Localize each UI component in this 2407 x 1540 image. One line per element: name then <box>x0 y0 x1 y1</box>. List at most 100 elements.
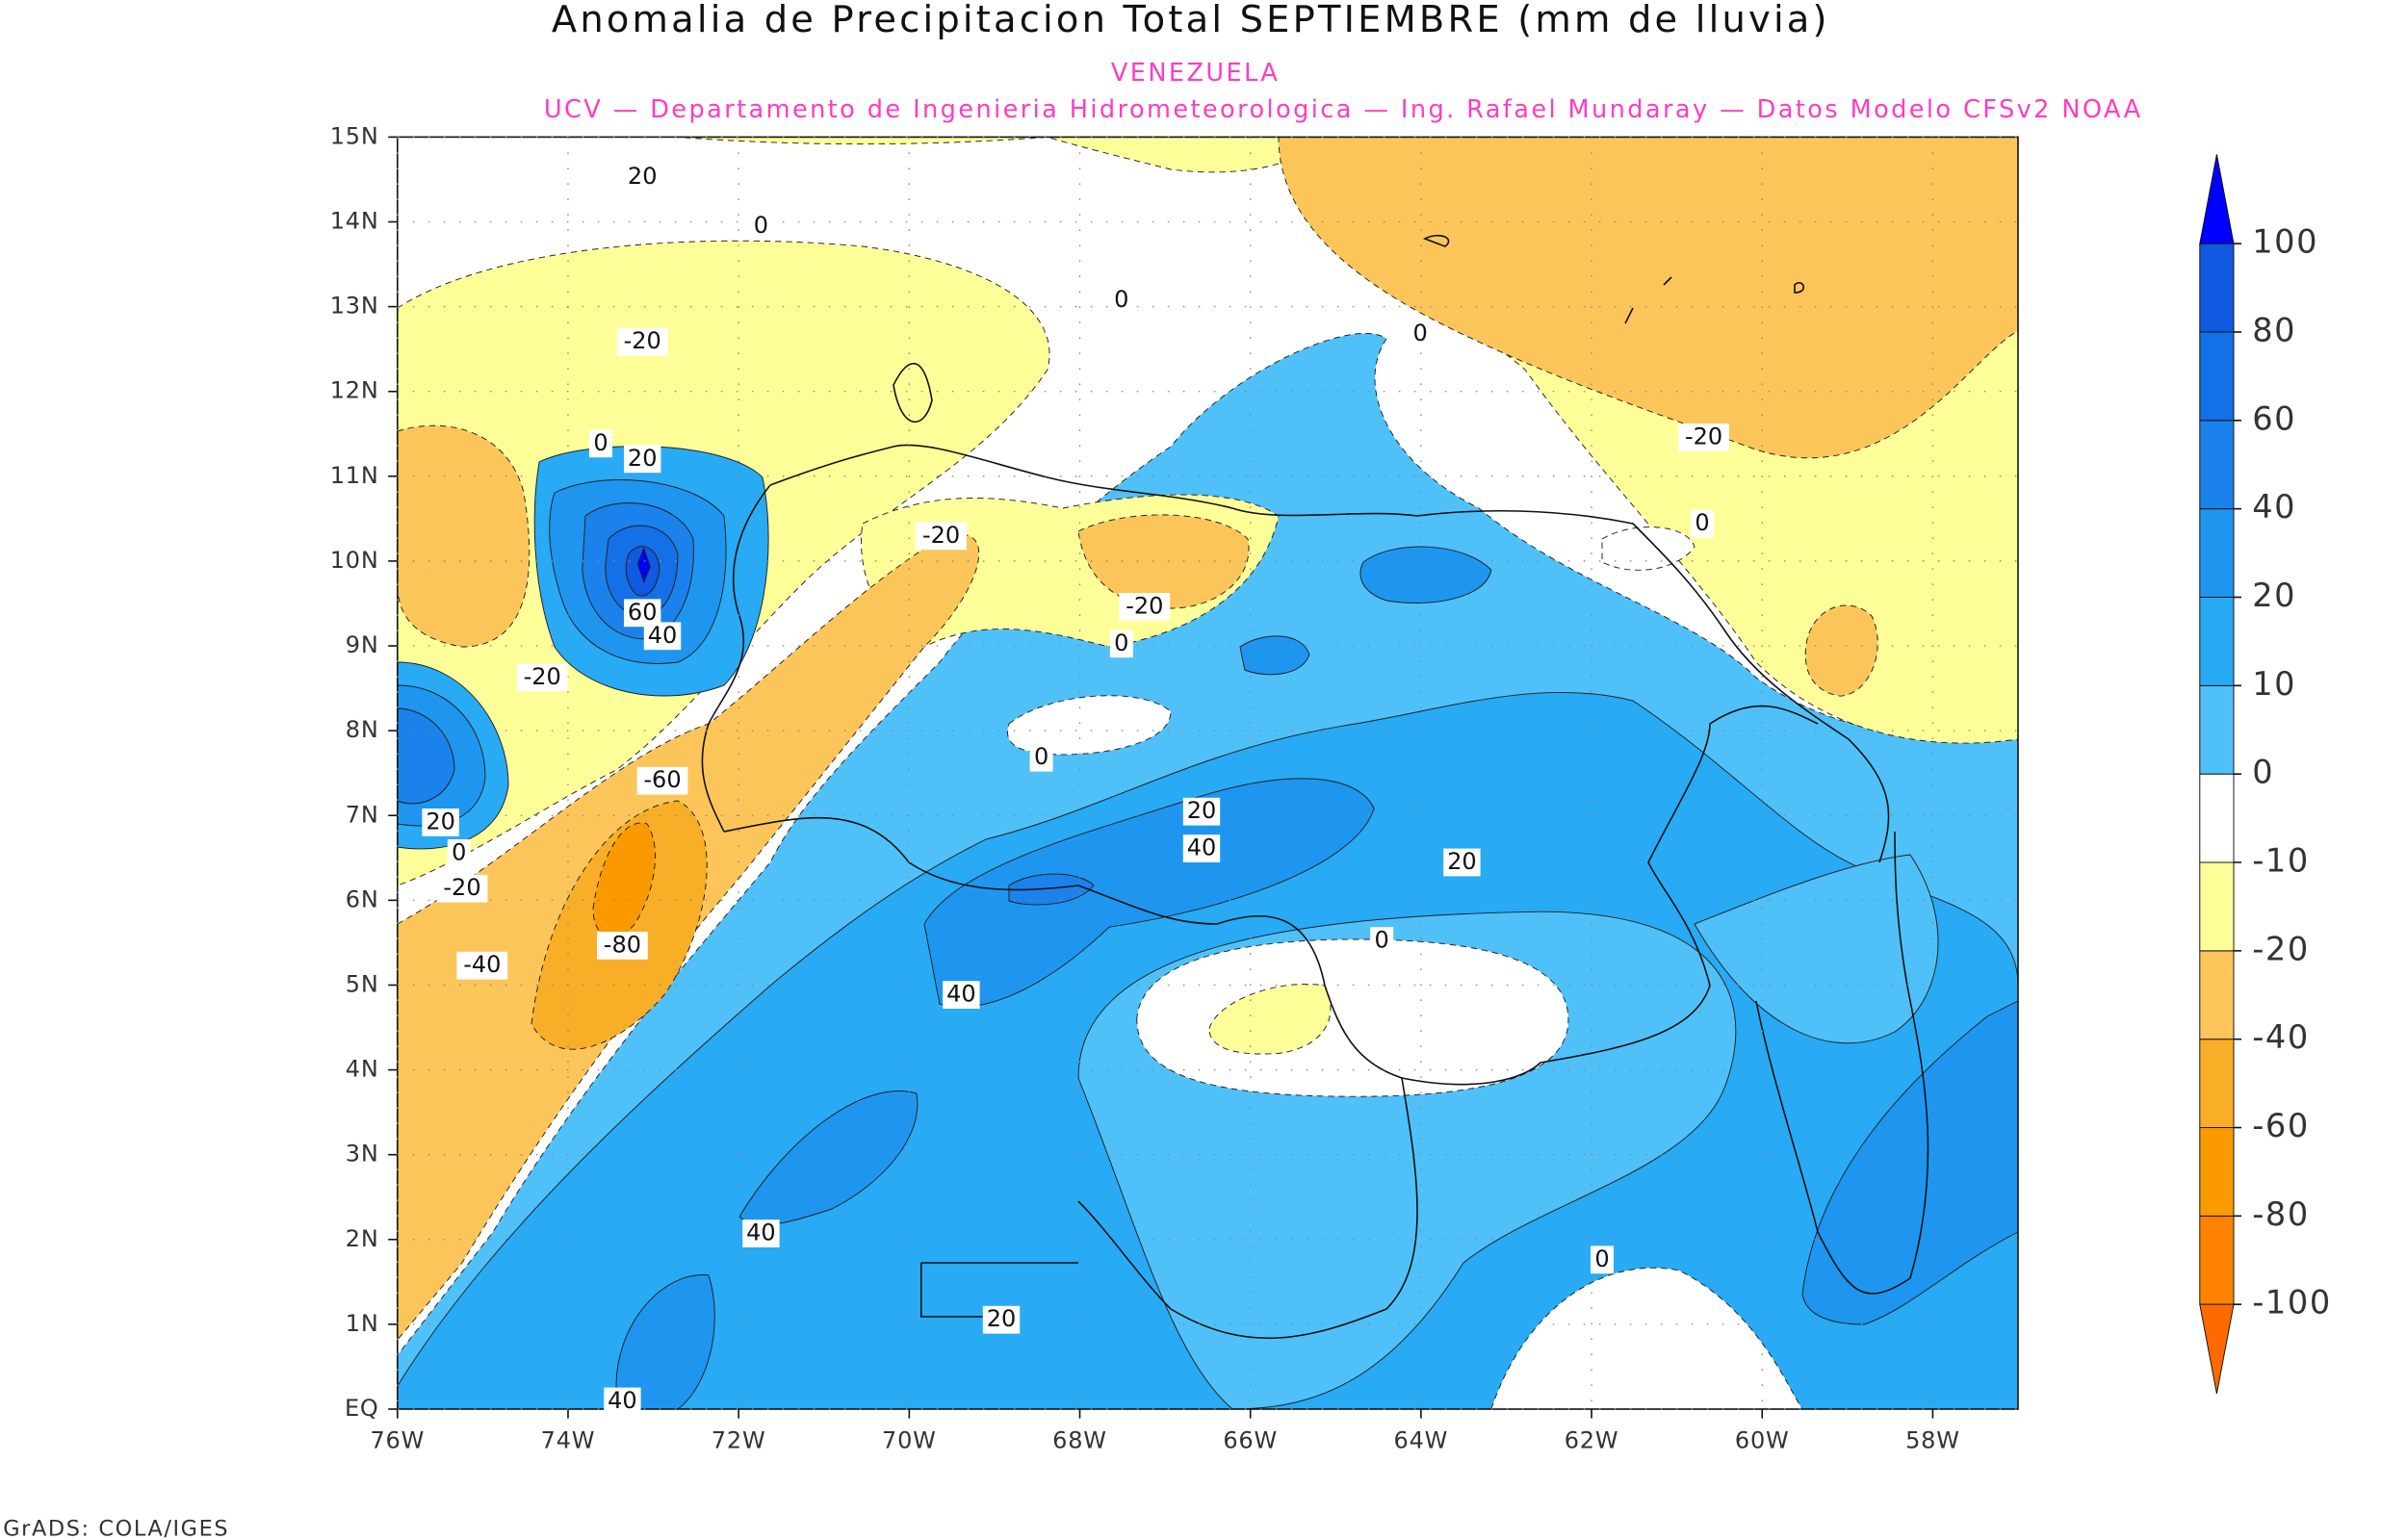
contour-label-bg <box>516 663 568 692</box>
contour-label: 0 <box>1413 320 1428 346</box>
y-tick-label: 1N <box>346 1310 379 1337</box>
colorbar-label: 60 <box>2252 399 2296 437</box>
contour-label-bg <box>943 981 980 1009</box>
contour-label: 0 <box>1695 509 1709 536</box>
contour-label-bg <box>1591 1245 1614 1274</box>
x-tick-label: 72W <box>712 1427 766 1454</box>
contour-label-bg <box>742 1219 780 1247</box>
coastline <box>701 484 771 833</box>
border <box>1401 705 1819 1086</box>
y-tick-label: 11N <box>330 462 379 489</box>
contour-area <box>1278 137 2018 459</box>
colorbar-box <box>2199 508 2235 598</box>
y-tick-label: 15N <box>330 122 379 149</box>
contour-label: 40 <box>608 1387 637 1414</box>
colorbar-label: -80 <box>2252 1195 2310 1233</box>
contour-label: -20 <box>524 663 561 690</box>
contour-label-bg <box>1443 848 1481 877</box>
contour-area <box>397 137 1326 173</box>
plot-frame <box>397 136 2019 1410</box>
colorbar-arrow-low <box>2199 1303 2235 1395</box>
contour-label-bg <box>624 163 661 192</box>
contour-label: -40 <box>463 951 501 978</box>
x-tick-label: 66W <box>1223 1427 1278 1454</box>
contour-label-bg <box>1678 424 1729 451</box>
coastline <box>893 234 1804 424</box>
colorbar-label: 20 <box>2252 577 2296 614</box>
colorbar-box <box>2199 950 2235 1040</box>
colorbar-label: -60 <box>2252 1107 2310 1144</box>
y-tick-label: 13N <box>330 293 379 320</box>
y-tick-label: 2N <box>346 1225 379 1252</box>
contour-label: 40 <box>746 1219 776 1246</box>
contour-area <box>1007 695 1172 756</box>
y-tick-label: 9N <box>346 631 379 658</box>
contour-label: -20 <box>624 327 661 354</box>
contour-label-bg <box>1109 286 1133 315</box>
y-tick-label: 10N <box>330 547 379 574</box>
x-tick-label: 70W <box>882 1427 937 1454</box>
contour-area <box>1008 873 1095 906</box>
contour-label: -20 <box>922 522 960 549</box>
colorbar-label: 10 <box>2252 665 2296 703</box>
colorbar-box <box>2199 1127 2235 1217</box>
contour-area <box>397 424 531 648</box>
contour-label-bg <box>982 1305 1021 1334</box>
contour-label-bg <box>422 808 459 836</box>
colorbar-label: -20 <box>2252 930 2310 967</box>
contour-area <box>1136 938 1569 1097</box>
contour-label: 0 <box>593 429 608 456</box>
y-tick-label: 14N <box>330 208 379 235</box>
y-tick-label: 8N <box>346 716 379 743</box>
colorbar-box <box>2199 1215 2235 1305</box>
contour-label: 20 <box>987 1305 1017 1332</box>
colorbar-label: 100 <box>2252 223 2318 261</box>
contour-label: -20 <box>1126 592 1163 619</box>
contour-label-bg <box>1370 927 1394 955</box>
contour-label: 40 <box>648 622 678 649</box>
contour-label: -80 <box>604 931 641 958</box>
colorbar-label: -10 <box>2252 842 2310 880</box>
contour-label: 0 <box>1594 1245 1609 1272</box>
contour-label: 20 <box>1447 848 1477 875</box>
contour-label-bg <box>597 932 648 960</box>
contour-label-bg <box>1119 593 1171 621</box>
contour-label: 0 <box>1375 927 1389 954</box>
coastlines <box>701 234 1929 1340</box>
contour-label-bg <box>447 839 471 867</box>
colorbar-box <box>2199 861 2235 952</box>
contour-label: 60 <box>628 599 658 626</box>
contour-label-bg <box>616 327 668 356</box>
contour-area <box>1208 984 1332 1055</box>
contour-area <box>1801 1000 2018 1325</box>
colorbar-box <box>2199 1039 2235 1128</box>
contour-label: 0 <box>1114 286 1128 313</box>
border <box>723 816 1418 1340</box>
axes: 76W 74W 72W 70W 68W 66W 64W 62W 60W 58W EQ 1N 2N 3N 4N… <box>330 122 2019 1454</box>
contour-label: 20 <box>628 445 658 472</box>
y-tick-label: 12N <box>330 377 379 404</box>
contour-label: 0 <box>452 838 466 865</box>
y-tick-label: 7N <box>346 801 379 828</box>
y-tick-label: EQ <box>345 1395 379 1422</box>
colorbar-label: 40 <box>2252 488 2296 526</box>
border <box>920 831 1929 1318</box>
contour-label-bg <box>604 1387 641 1416</box>
contour-label-bg <box>1109 629 1133 658</box>
contour-label-bg <box>1029 743 1053 772</box>
colorbar-box <box>2199 684 2235 775</box>
contour-label-bg <box>749 212 773 241</box>
colorbar-box <box>2199 331 2235 422</box>
x-tick-label: 68W <box>1052 1427 1107 1454</box>
colorbar-box <box>2199 420 2235 510</box>
y-tick-label: 3N <box>346 1141 379 1168</box>
contour-label-bg <box>636 766 688 795</box>
x-tick-label: 62W <box>1565 1427 1619 1454</box>
contour-label: 0 <box>1034 743 1048 770</box>
contour-label-bg <box>1182 797 1221 826</box>
x-tick-label: 76W <box>370 1427 425 1454</box>
contour-area <box>397 707 455 805</box>
contour-label-bg <box>1409 320 1433 348</box>
